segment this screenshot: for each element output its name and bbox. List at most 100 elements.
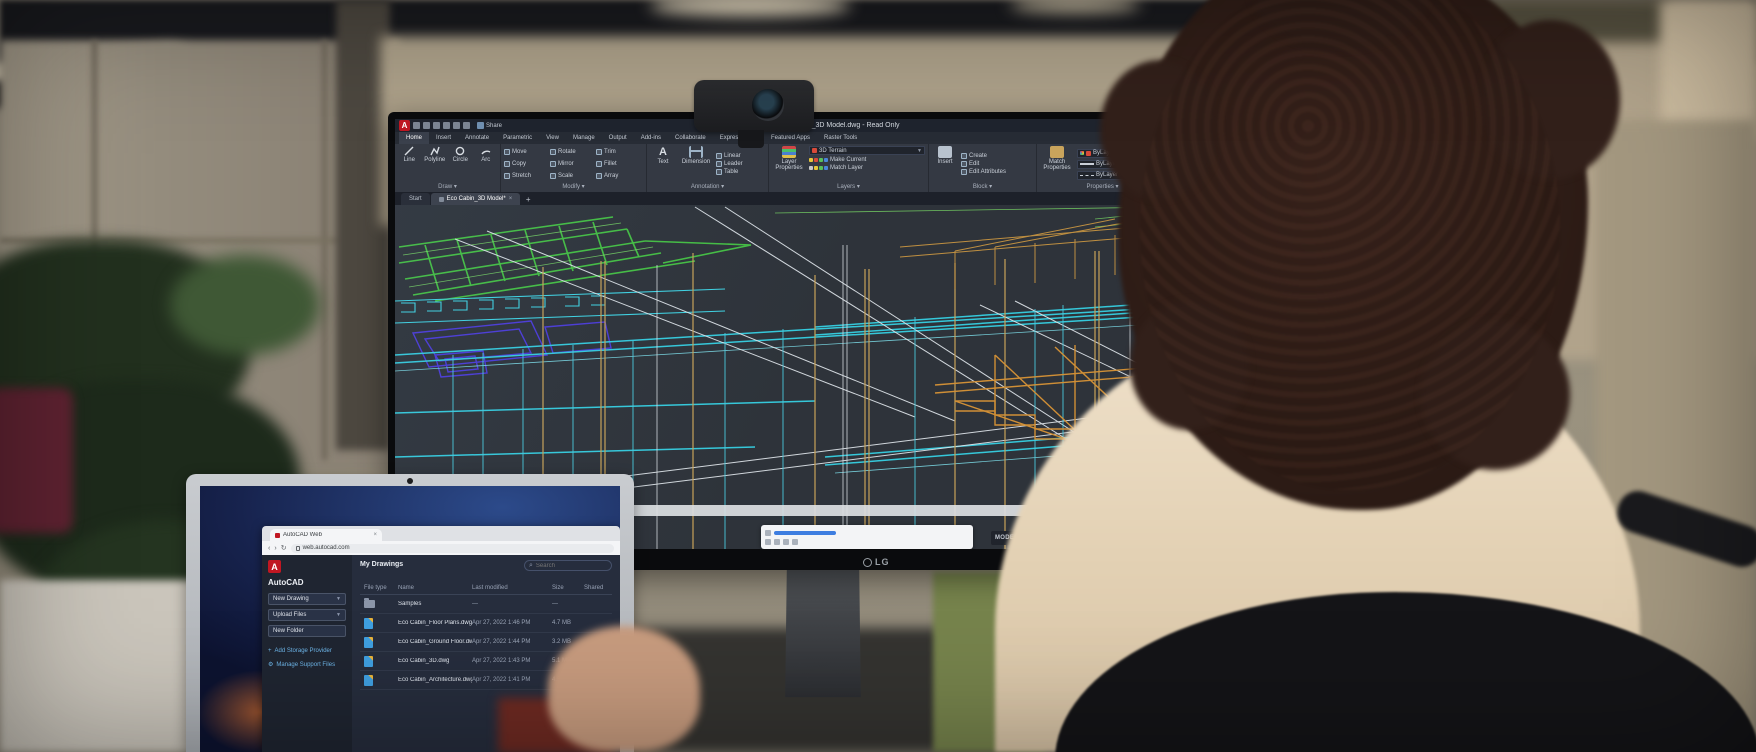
browser-tab-title: AutoCAD Web: [283, 532, 322, 538]
print-icon[interactable]: [443, 122, 450, 129]
tab-insert[interactable]: Insert: [436, 135, 452, 141]
manage-support-files-link[interactable]: ⚙ Manage Support Files: [268, 661, 336, 669]
layout-scrollbar[interactable]: [510, 505, 1135, 516]
layer-freeze-icon: [814, 158, 818, 162]
layer-lock-icon: [824, 158, 828, 162]
ceiling-light: [650, 0, 850, 16]
edit-attributes-tool[interactable]: Edit Attributes: [961, 169, 1006, 175]
search-box[interactable]: ⌕: [524, 560, 612, 571]
copy-tool[interactable]: Copy: [504, 161, 550, 167]
table-tool[interactable]: Table: [716, 169, 743, 175]
url-field[interactable]: web.autocad.com: [290, 543, 614, 553]
new-folder-button[interactable]: New Folder: [268, 625, 346, 637]
webcam-lens-icon: [752, 89, 784, 121]
col-file-type[interactable]: File type: [364, 585, 387, 591]
tab-home[interactable]: Home: [399, 132, 430, 144]
tab-view[interactable]: View: [546, 135, 559, 141]
make-current-tool[interactable]: Make Current: [809, 157, 925, 163]
properties-panel-label[interactable]: Properties ▾: [1086, 184, 1119, 190]
command-option-icon[interactable]: [774, 538, 780, 545]
tab-output[interactable]: Output: [608, 135, 627, 141]
hair-curl: [1420, 320, 1570, 470]
new-drawing-tab-button[interactable]: +: [525, 194, 531, 204]
forward-icon[interactable]: ›: [274, 544, 277, 552]
layer-properties-tool[interactable]: Layer Properties: [772, 146, 806, 182]
tab-collaborate[interactable]: Collaborate: [675, 135, 706, 141]
tab-featured-apps[interactable]: Featured Apps: [770, 135, 810, 141]
array-tool[interactable]: Array: [596, 173, 642, 179]
col-last-modified[interactable]: Last modified: [472, 585, 508, 591]
line-icon: [404, 146, 414, 156]
search-input[interactable]: [535, 562, 607, 569]
redo-icon[interactable]: [463, 122, 470, 129]
polyline-tool[interactable]: Polyline: [424, 146, 447, 182]
command-option-icon[interactable]: [783, 538, 789, 545]
linear-tool[interactable]: Linear: [716, 153, 743, 159]
command-line-window[interactable]: [761, 525, 973, 549]
tab-parametric[interactable]: Parametric: [503, 135, 533, 141]
layers-panel: Layer Properties 3D Terrain ▼: [769, 144, 929, 192]
scale-tool[interactable]: Scale: [550, 173, 596, 179]
layers-panel-label[interactable]: Layers ▾: [837, 184, 860, 190]
circle-tool[interactable]: Circle: [449, 146, 472, 182]
draw-panel-label[interactable]: Draw ▾: [438, 184, 457, 190]
annotation-panel-label[interactable]: Annotation ▾: [690, 184, 725, 190]
share-button[interactable]: Share: [477, 122, 502, 129]
line-tool[interactable]: Line: [398, 146, 421, 182]
back-icon[interactable]: ‹: [268, 544, 271, 552]
chevron-down-icon: ▼: [336, 596, 341, 602]
ribbon-tab-bar: Home Insert Annotate Parametric View Man…: [395, 132, 1303, 144]
reload-icon[interactable]: ↻: [280, 544, 287, 552]
layer-color-swatch: [812, 148, 817, 153]
dimension-tool[interactable]: Dimension: [679, 146, 713, 182]
mirror-tool[interactable]: Mirror: [550, 161, 596, 167]
insert-block-tool[interactable]: Insert: [932, 146, 958, 182]
command-option-icon[interactable]: [792, 538, 798, 545]
close-icon[interactable]: ×: [508, 196, 513, 202]
new-file-icon[interactable]: [413, 122, 420, 129]
modify-panel-label[interactable]: Modify ▾: [562, 184, 585, 190]
col-shared[interactable]: Shared: [584, 585, 604, 591]
tab-manage[interactable]: Manage: [572, 135, 595, 141]
undo-icon[interactable]: [453, 122, 460, 129]
browser-tab[interactable]: AutoCAD Web ×: [270, 529, 382, 541]
dwg-file-icon: [364, 674, 373, 686]
start-tab[interactable]: Start: [401, 193, 430, 205]
save-icon[interactable]: [433, 122, 440, 129]
leader-tool[interactable]: Leader: [716, 161, 743, 167]
autocad-app-icon[interactable]: A: [399, 120, 410, 131]
tab-raster-tools[interactable]: Raster Tools: [824, 135, 858, 141]
match-properties-tool[interactable]: Match Properties: [1040, 146, 1074, 182]
model-space-button[interactable]: MODEL: [995, 535, 1019, 541]
col-size[interactable]: Size: [552, 585, 564, 591]
open-file-icon[interactable]: [423, 122, 430, 129]
table-row[interactable]: Samples — —: [360, 595, 612, 614]
create-block-tool[interactable]: Create: [961, 153, 1006, 159]
table-row[interactable]: Eco Cabin_Floor Plans.dwg Apr 27, 2022 1…: [360, 614, 612, 633]
new-drawing-button[interactable]: New Drawing ▼: [268, 593, 346, 605]
block-panel-label[interactable]: Block ▾: [972, 184, 993, 190]
command-history-icon[interactable]: [765, 538, 771, 545]
edit-block-tool[interactable]: Edit: [961, 161, 1006, 167]
tab-add-ins[interactable]: Add-ins: [640, 135, 662, 141]
move-tool[interactable]: Move: [504, 149, 550, 155]
upload-files-button[interactable]: Upload Files ▼: [268, 609, 346, 621]
add-storage-provider-link[interactable]: + Add Storage Provider: [268, 648, 332, 654]
stretch-tool[interactable]: Stretch: [504, 173, 550, 179]
current-color-swatch: [1086, 150, 1091, 156]
tab-annotate[interactable]: Annotate: [465, 135, 490, 141]
layer-dropdown[interactable]: 3D Terrain ▼: [809, 146, 925, 155]
col-name[interactable]: Name: [398, 585, 415, 591]
trim-tool[interactable]: Trim: [596, 149, 642, 155]
edit-attributes-icon: [961, 169, 967, 175]
text-tool[interactable]: A Text: [657, 146, 669, 165]
table-row[interactable]: Eco Cabin_Ground Floor.dwg Apr 27, 2022 …: [360, 633, 612, 652]
rotate-tool[interactable]: Rotate: [550, 149, 596, 155]
fillet-tool[interactable]: Fillet: [596, 161, 642, 167]
arc-tool[interactable]: Arc: [475, 146, 498, 182]
laptop-camera-icon: [407, 478, 413, 484]
command-customize-icon[interactable]: [765, 529, 771, 536]
document-tab[interactable]: Eco Cabin_3D Model* ×: [430, 193, 521, 205]
match-layer-tool[interactable]: Match Layer: [809, 165, 925, 171]
close-icon[interactable]: ×: [373, 532, 377, 538]
